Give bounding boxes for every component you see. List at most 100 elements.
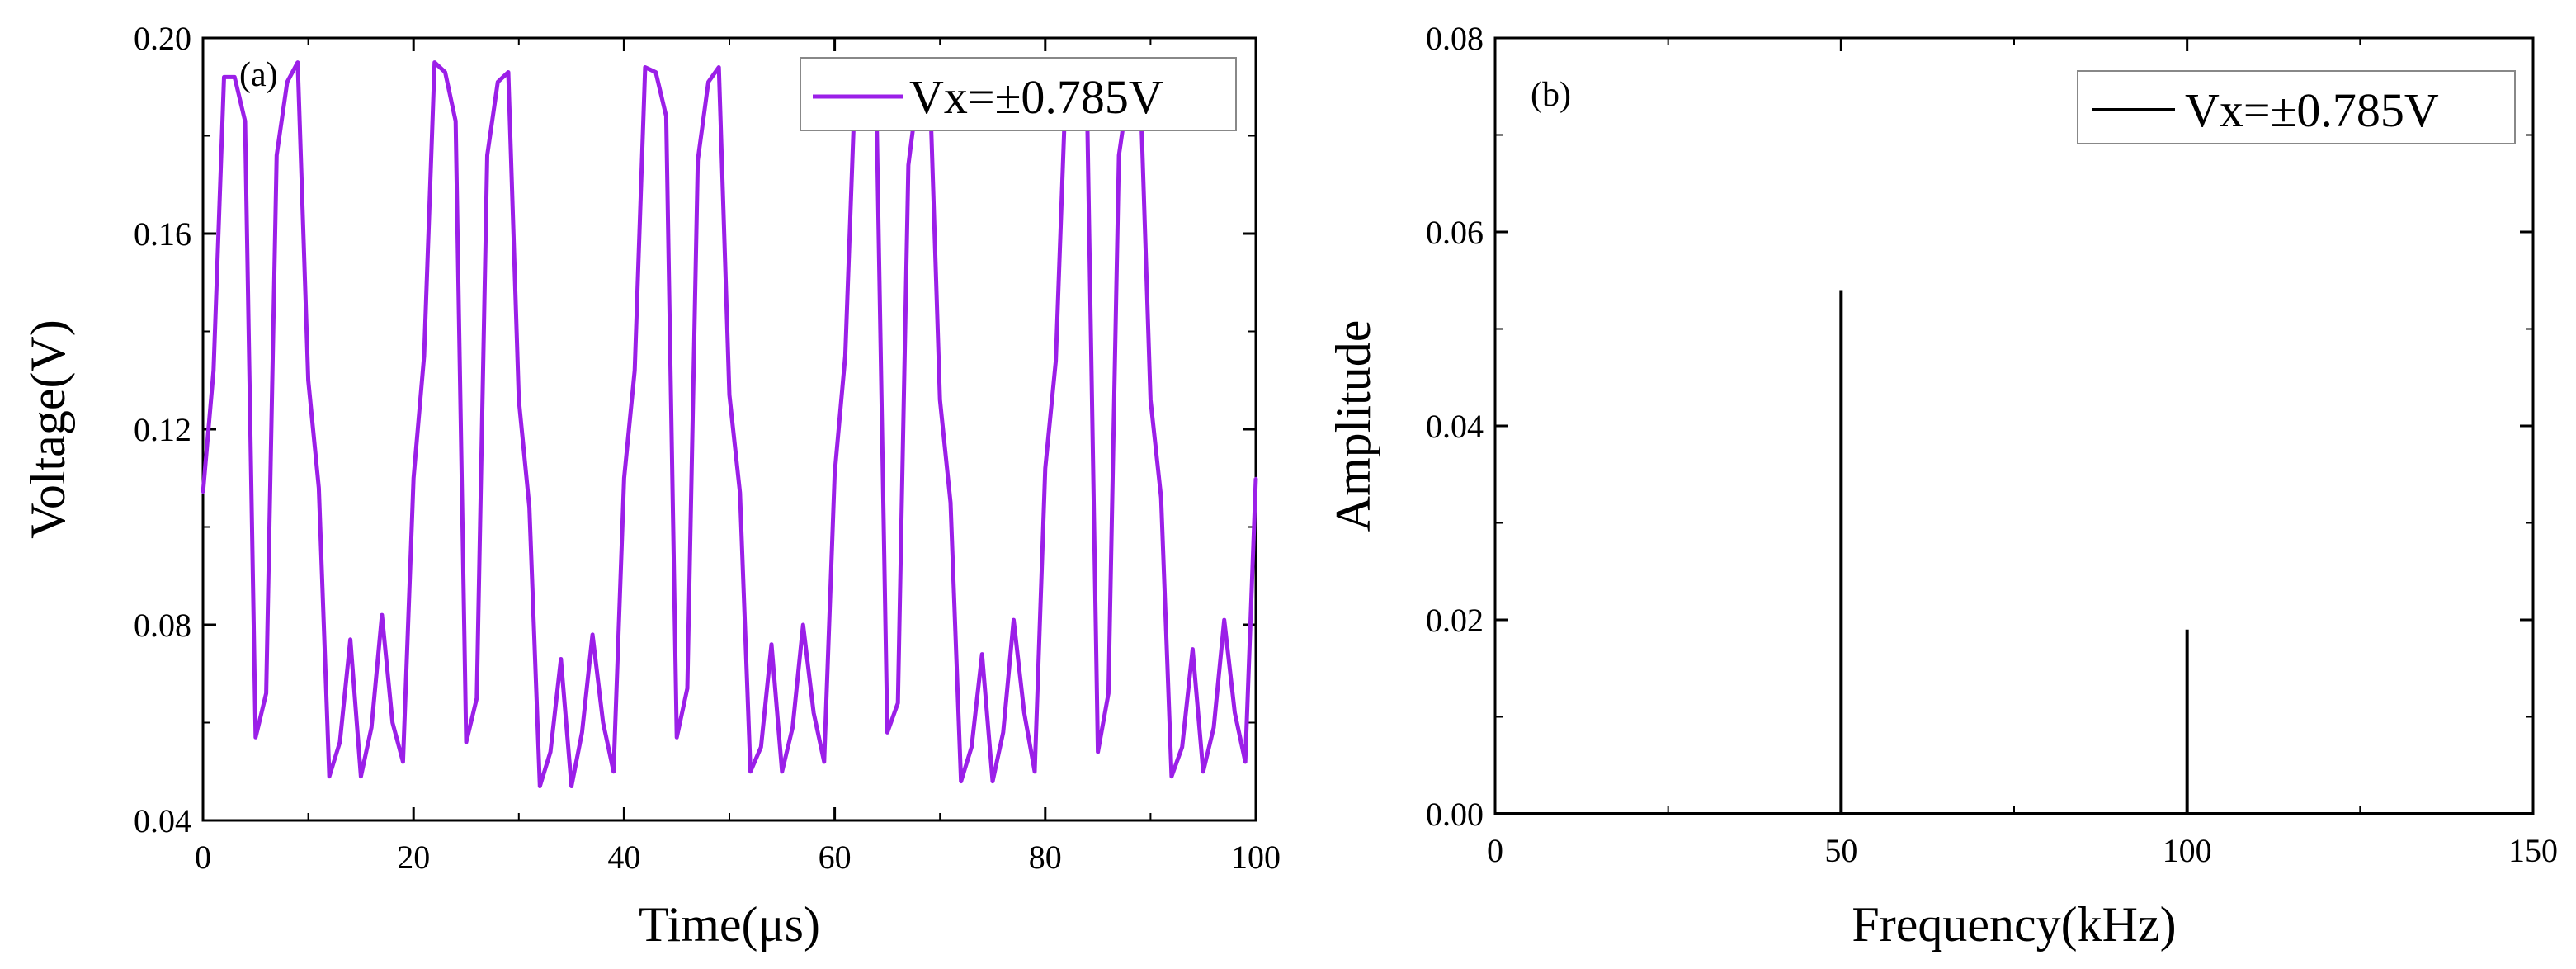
legend-box-b xyxy=(2077,70,2516,144)
data-point xyxy=(1212,726,1215,729)
data-point xyxy=(475,697,479,700)
b-y-tick-label: 0.06 xyxy=(1426,214,1484,251)
data-point xyxy=(717,66,720,69)
a-x-tick-label: 20 xyxy=(397,839,430,876)
data-point xyxy=(728,394,731,396)
legend-a: Vx=±0.785V xyxy=(800,57,1237,131)
data-point xyxy=(465,740,468,744)
data-point xyxy=(644,66,647,69)
axis-ticks-b xyxy=(1493,36,2535,815)
panel-label-b: (b) xyxy=(1531,76,1571,114)
data-point xyxy=(285,80,289,83)
a-x-tick-label: 100 xyxy=(1231,839,1281,876)
data-point xyxy=(1117,154,1121,157)
voltage-time-chart: 0 20 40 60 80 100 0.04 0.08 0.12 0.16 0.20 (a) Vx=… xyxy=(21,20,1281,952)
data-point xyxy=(1012,618,1015,622)
data-point xyxy=(801,623,804,626)
data-point xyxy=(517,399,521,401)
data-point xyxy=(1243,760,1247,763)
data-point xyxy=(738,491,742,494)
data-point xyxy=(591,633,594,636)
data-point xyxy=(444,71,446,73)
a-y-tick-label: 0.20 xyxy=(134,20,191,57)
b-x-tick-label: 100 xyxy=(2163,832,2212,869)
data-point xyxy=(1097,750,1100,754)
data-point xyxy=(401,760,404,763)
tick-labels-a: 0 20 40 60 80 100 0.04 0.08 0.12 0.16 0.20 xyxy=(134,20,1281,876)
amplitude-frequency-chart: 0 50 100 150 0.00 0.02 0.04 0.06 0.08 (b) Vx=±0.… xyxy=(1326,20,2558,952)
data-point xyxy=(675,735,678,739)
data-point xyxy=(349,638,352,641)
spectrum-lines xyxy=(1495,290,2533,814)
data-point xyxy=(781,770,784,773)
b-y-tick-label: 0.08 xyxy=(1426,20,1484,57)
b-x-tick-label: 0 xyxy=(1487,832,1503,869)
data-point xyxy=(1223,618,1226,622)
data-point xyxy=(949,501,952,504)
legend-b: Vx=±0.785V xyxy=(2077,70,2516,144)
b-x-tick-label: 50 xyxy=(1824,832,1857,869)
b-y-tick-label: 0.00 xyxy=(1426,796,1484,833)
x-axis-title-b: Frequency(kHz) xyxy=(1852,897,2176,952)
a-x-tick-label: 80 xyxy=(1029,839,1062,876)
data-point xyxy=(412,476,415,480)
b-x-tick-label: 150 xyxy=(2508,832,2558,869)
data-point xyxy=(317,486,320,489)
data-point xyxy=(812,711,815,715)
panel-label-a: (a) xyxy=(239,56,278,94)
data-point xyxy=(454,120,457,123)
data-point xyxy=(833,471,837,475)
data-point xyxy=(549,750,552,754)
data-point xyxy=(938,399,941,401)
data-point xyxy=(296,61,300,64)
data-point xyxy=(907,163,910,167)
a-y-tick-label: 0.12 xyxy=(134,411,191,448)
data-point xyxy=(243,120,247,123)
data-point xyxy=(538,785,541,787)
plot-frame-b xyxy=(1493,36,2535,815)
b-y-tick-label: 0.02 xyxy=(1426,602,1484,639)
data-point xyxy=(843,354,847,357)
series-line-vx xyxy=(201,60,1258,788)
data-point xyxy=(622,476,625,480)
data-point xyxy=(486,154,488,157)
legend-box-a xyxy=(800,57,1237,131)
y-axis-title-b: Amplitude xyxy=(1326,320,1380,532)
data-point xyxy=(338,740,342,744)
axis-ticks-a xyxy=(201,36,1257,822)
data-point xyxy=(1044,466,1047,470)
data-point xyxy=(265,692,268,695)
data-point xyxy=(328,775,331,778)
series-points-vx xyxy=(201,61,1257,787)
data-point xyxy=(1201,770,1205,773)
data-point xyxy=(223,75,225,78)
data-point xyxy=(1033,770,1036,773)
legend-label-b: Vx=±0.785V xyxy=(2185,83,2439,137)
data-point xyxy=(422,354,426,357)
data-point xyxy=(707,80,710,83)
data-point xyxy=(1022,711,1026,715)
data-point xyxy=(528,506,531,509)
a-y-tick-label: 0.08 xyxy=(134,607,191,644)
legend-label-a: Vx=±0.785V xyxy=(909,70,1163,124)
data-point xyxy=(696,158,700,162)
a-x-tick-label: 60 xyxy=(819,839,852,876)
data-point xyxy=(1181,745,1184,749)
data-point xyxy=(770,643,773,646)
data-point xyxy=(1191,648,1194,651)
data-point xyxy=(380,613,384,617)
data-point xyxy=(570,785,573,787)
data-point xyxy=(580,730,583,734)
data-point xyxy=(664,115,668,118)
data-point xyxy=(1234,711,1236,715)
data-point xyxy=(201,491,205,494)
data-point xyxy=(391,721,394,724)
data-point xyxy=(991,780,994,783)
data-point xyxy=(823,760,826,763)
a-x-tick-label: 0 xyxy=(195,839,211,876)
data-point xyxy=(496,80,499,83)
data-point xyxy=(759,745,762,749)
a-y-tick-label: 0.16 xyxy=(134,215,191,253)
a-x-tick-label: 40 xyxy=(607,839,640,876)
